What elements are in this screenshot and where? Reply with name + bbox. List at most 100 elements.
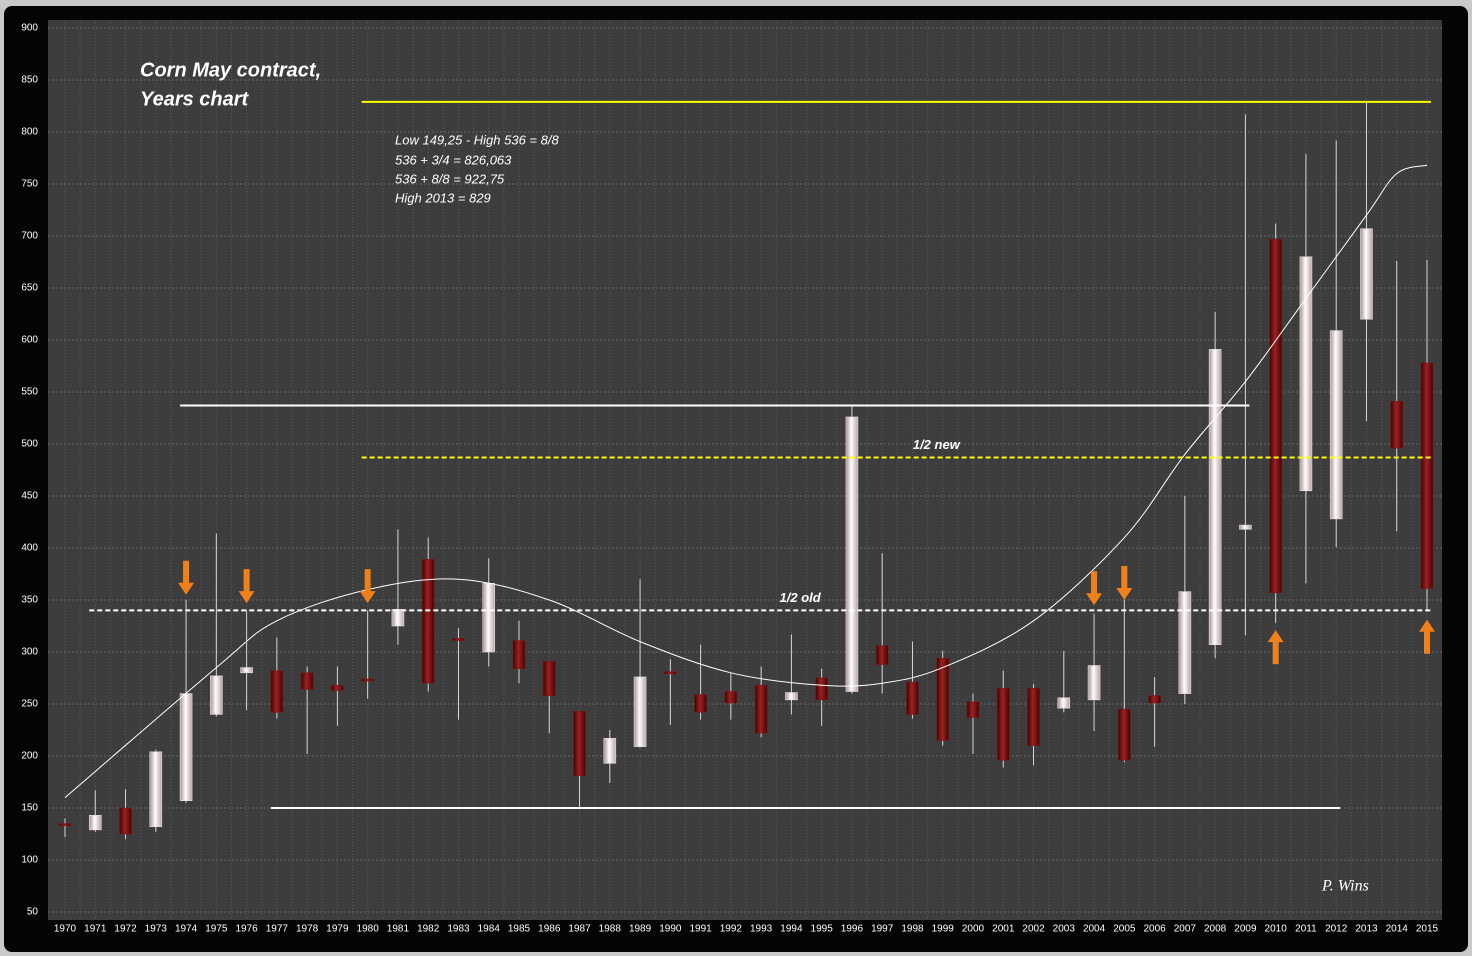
candle-body-up: [1360, 228, 1373, 320]
candle-body-down: [754, 684, 768, 734]
y-tick-label: 900: [21, 23, 38, 34]
candle-body-up: [603, 738, 617, 764]
x-tick-label: 1973: [145, 924, 168, 935]
x-tick-label: 1994: [780, 924, 803, 935]
arrow: [359, 569, 376, 604]
x-tick-label: 2012: [1325, 924, 1348, 935]
candle-body-up: [482, 583, 496, 653]
x-tick-label: 1991: [689, 924, 712, 935]
candle-body-down: [361, 678, 374, 682]
x-tick-label: 1979: [326, 924, 349, 935]
x-tick-label: 2013: [1355, 924, 1378, 935]
x-tick-label: 1976: [235, 924, 258, 935]
candle-body-up: [1329, 330, 1343, 520]
arrow: [178, 560, 195, 595]
chart-title: Years chart: [140, 88, 250, 110]
candle-body-up: [633, 676, 647, 747]
candle-body-down: [815, 677, 828, 701]
chart-title: Corn May contract,: [140, 59, 321, 81]
candle-body-down: [58, 823, 72, 826]
candle-body-down: [331, 684, 344, 691]
x-tick-label: 2009: [1234, 924, 1257, 935]
candle-body-down: [1118, 708, 1131, 761]
candle-body-up: [1208, 349, 1222, 646]
x-tick-label: 1986: [538, 924, 561, 935]
candle-body-up: [1087, 665, 1101, 701]
x-tick-label: 1982: [417, 924, 440, 935]
x-tick-label: 1983: [447, 924, 470, 935]
candle-body-down: [1390, 401, 1404, 449]
trend-curve: [64, 164, 1428, 798]
x-tick-label: 1989: [629, 924, 652, 935]
candle-body-up: [149, 751, 163, 828]
candle-body-down: [1148, 695, 1161, 704]
x-tick-label: 1980: [357, 924, 380, 935]
y-tick-label: 100: [21, 855, 38, 866]
candle-body-down: [966, 701, 980, 718]
plot-area: [48, 20, 1442, 920]
candle-body-down: [421, 559, 435, 684]
y-tick-label: 700: [21, 231, 38, 242]
y-tick-label: 550: [21, 387, 38, 398]
candle-body-up: [1178, 591, 1192, 694]
candle-body-up: [391, 609, 405, 627]
x-tick-label: 2011: [1295, 924, 1317, 935]
candle-body-down: [906, 681, 919, 715]
candle-body-down: [1027, 688, 1040, 746]
candle-body-down: [119, 807, 132, 835]
candle-body-down: [573, 710, 586, 777]
x-tick-label: 2010: [1265, 924, 1288, 935]
arrow: [1086, 571, 1103, 606]
x-tick-label: 1985: [508, 924, 531, 935]
candle-body-down: [512, 640, 526, 669]
x-tick-label: 1978: [296, 924, 319, 935]
y-tick-label: 500: [21, 439, 38, 450]
reference-label: 1/2 old: [780, 590, 822, 605]
y-tick-label: 800: [21, 127, 38, 138]
x-tick-label: 2007: [1174, 924, 1197, 935]
annotation: High 2013 = 829: [395, 190, 491, 205]
annotation: 536 + 3/4 = 826,063: [395, 152, 512, 167]
candle-body-down: [1269, 238, 1282, 594]
x-tick-label: 1972: [114, 924, 137, 935]
x-tick-label: 2005: [1113, 924, 1136, 935]
x-tick-label: 1970: [54, 924, 77, 935]
candle-body-up: [210, 675, 223, 715]
candle-body-down: [996, 688, 1010, 761]
y-tick-label: 200: [21, 751, 38, 762]
x-tick-label: 1998: [901, 924, 924, 935]
x-tick-label: 1987: [568, 924, 591, 935]
x-tick-label: 2014: [1386, 924, 1409, 935]
candle-body-down: [664, 671, 677, 675]
x-tick-label: 1974: [175, 924, 198, 935]
candle-body-up: [1299, 256, 1313, 492]
x-tick-label: 1997: [871, 924, 894, 935]
arrow: [1419, 619, 1435, 654]
x-tick-label: 1999: [932, 924, 955, 935]
candle-body-down: [936, 657, 950, 741]
candle-body-down: [694, 694, 707, 713]
candle-body-up: [785, 692, 798, 701]
candle-body-up: [1057, 697, 1071, 709]
y-tick-label: 650: [21, 283, 38, 294]
x-tick-label: 1996: [841, 924, 864, 935]
candle-body-down: [875, 645, 889, 665]
x-tick-label: 2006: [1143, 924, 1166, 935]
candle-body-down: [452, 638, 465, 641]
candle-body-up: [179, 693, 193, 802]
x-tick-label: 2000: [962, 924, 985, 935]
x-tick-label: 1977: [266, 924, 289, 935]
x-tick-label: 1993: [750, 924, 773, 935]
x-tick-label: 1984: [478, 924, 501, 935]
x-tick-label: 1995: [811, 924, 834, 935]
annotation: Low 149,25 - High 536 = 8/8: [395, 132, 559, 147]
annotation: 536 + 8/8 = 922,75: [395, 171, 505, 186]
x-tick-label: 1990: [659, 924, 682, 935]
y-tick-label: 450: [21, 491, 38, 502]
reference-label: 1/2 new: [913, 437, 961, 452]
arrow: [238, 569, 255, 604]
x-tick-label: 2015: [1416, 924, 1439, 935]
candle-body-down: [542, 661, 556, 696]
x-tick-label: 2002: [1022, 924, 1045, 935]
